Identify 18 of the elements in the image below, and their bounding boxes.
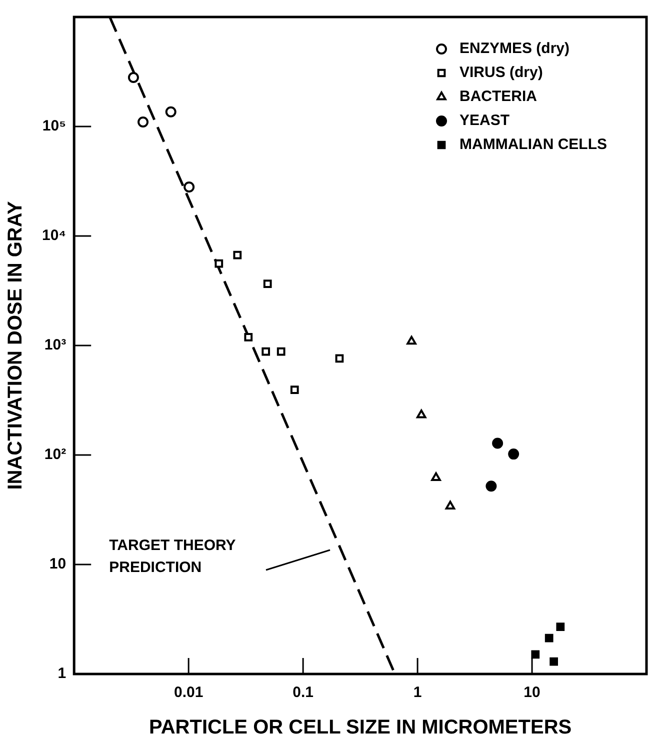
y-tick-label: 10⁴ (42, 227, 66, 244)
legend-label: MAMMALIAN CELLS (460, 136, 607, 154)
y-tick-label: 10³ (44, 336, 66, 354)
x-tick-label: 0.01 (174, 684, 204, 702)
legend-label: ENZYMES (dry) (460, 40, 570, 58)
y-tick-label: 10⁵ (42, 118, 66, 135)
x-tick-label: 10 (524, 684, 540, 702)
legend-label: YEAST (460, 112, 510, 130)
y-tick-label: 1 (58, 665, 66, 682)
y-tick-label: 10² (44, 446, 66, 464)
x-axis-title: PARTICLE OR CELL SIZE IN MICROMETERS (148, 716, 572, 739)
legend-label: BACTERIA (460, 88, 538, 106)
legend-label: VIRUS (dry) (460, 64, 543, 82)
x-tick-label: 0.1 (292, 684, 314, 702)
y-axis-title: INACTIVATION DOSE IN GRAY (4, 200, 27, 490)
annotation: TARGET THEORY PREDICTION (109, 537, 236, 576)
x-tick-label: 1 (413, 684, 422, 702)
y-tick-label: 10 (49, 556, 66, 573)
